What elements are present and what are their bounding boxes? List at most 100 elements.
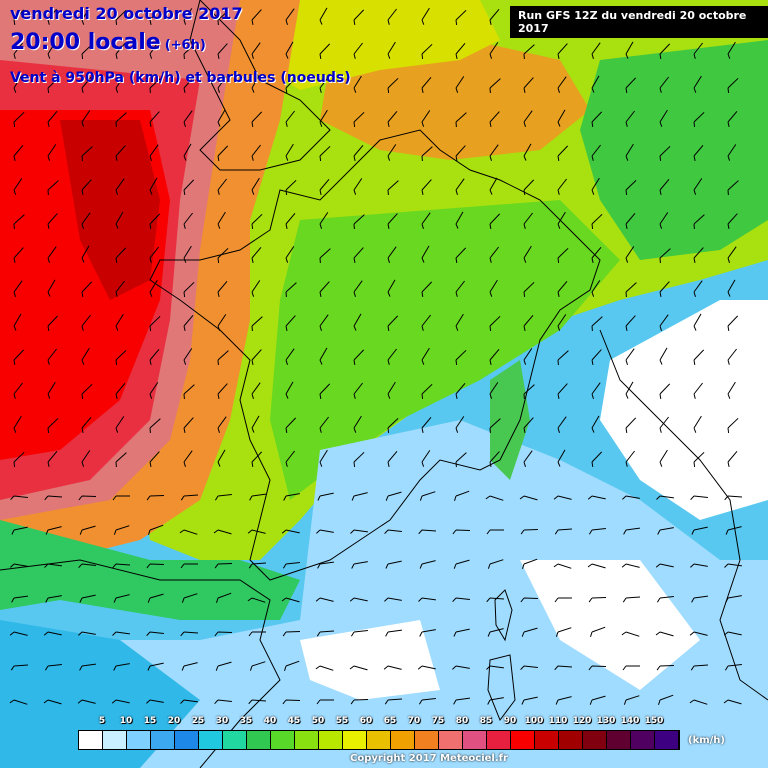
wind-barb [183, 348, 193, 365]
wind-barb [10, 664, 29, 671]
wind-barb [111, 699, 130, 704]
wind-barb [353, 415, 362, 433]
wind-barb [13, 42, 23, 59]
wind-barb [387, 381, 396, 399]
wind-barb [248, 699, 267, 705]
wind-barb [455, 178, 465, 195]
wind-barb [44, 563, 62, 568]
legend-color-cell [487, 731, 511, 749]
wind-barb [247, 597, 266, 603]
wind-barb [47, 8, 57, 25]
wind-barb [455, 145, 466, 161]
wind-barb [523, 110, 533, 127]
wind-barb [81, 314, 91, 331]
legend-color-cell [535, 731, 559, 749]
wind-barb [693, 178, 703, 195]
wind-barb [183, 8, 193, 25]
legend-tick: 15 [143, 716, 157, 726]
band-white-italy [600, 300, 768, 520]
wind-barb [112, 495, 130, 501]
wind-barb [727, 110, 738, 128]
wind-barb [659, 248, 671, 264]
model-run-label: Run GFS 12Z du vendredi 20 octobre 2017 [510, 6, 768, 38]
wind-barb [622, 495, 640, 500]
wind-barb [489, 213, 501, 229]
wind-barb [727, 180, 739, 196]
wind-barb [285, 41, 294, 59]
wind-barb [690, 495, 708, 501]
legend-unit: (km/h) [688, 735, 725, 746]
legend-tick: 140 [620, 716, 640, 726]
wind-barb [452, 665, 470, 670]
legend-tick: 35 [239, 716, 253, 726]
wind-barb [691, 526, 708, 535]
wind-barb [557, 43, 568, 59]
wind-barb [148, 524, 164, 535]
wind-barb [13, 313, 22, 331]
wind-barb [693, 111, 705, 128]
wind-barb [146, 563, 165, 569]
wind-barb [625, 179, 637, 196]
wind-barb [79, 663, 96, 671]
wind-barb [353, 178, 363, 195]
wind-barb [285, 77, 297, 93]
wind-barb [489, 144, 499, 161]
wind-barb [455, 247, 467, 263]
wind-barb [285, 348, 295, 365]
legend-tick: 85 [479, 716, 493, 726]
wind-barb [147, 593, 164, 603]
wind-barb [180, 563, 198, 569]
wind-barb [149, 144, 159, 161]
wind-barb [281, 597, 300, 603]
wind-barb [81, 43, 93, 60]
legend-tick: 90 [503, 716, 517, 726]
wind-barb [557, 383, 568, 399]
legend-tick: 80 [455, 716, 469, 726]
wind-barb [591, 451, 603, 467]
wind-barb [486, 665, 504, 670]
wind-barb [727, 348, 737, 365]
legend-tick: 70 [407, 716, 421, 726]
copyright: Copyright 2017 Meteociel.fr [350, 753, 508, 764]
wind-barb [387, 110, 398, 128]
wind-barb [183, 417, 194, 433]
wind-barb [523, 348, 533, 365]
wind-barb [519, 495, 538, 501]
wind-barb [251, 213, 263, 230]
wind-barb [387, 180, 399, 196]
wind-barb [115, 452, 127, 468]
wind-barb [43, 631, 62, 636]
wind-barb [149, 382, 159, 399]
wind-barb [44, 664, 62, 671]
wind-barb [557, 76, 567, 93]
wind-barb [353, 247, 364, 263]
wind-barb [217, 314, 227, 331]
wind-barb [690, 664, 709, 671]
wind-barb [316, 699, 334, 705]
legend-tick: 55 [335, 716, 349, 726]
legend-color-cell [439, 731, 463, 749]
wind-barb [78, 631, 96, 636]
wind-barb [319, 178, 330, 196]
wind-barb [724, 664, 742, 671]
wind-barb [523, 212, 533, 229]
wind-barb [557, 109, 566, 127]
wind-barb [285, 212, 296, 230]
wind-barb [349, 665, 368, 671]
wind-barb [47, 417, 59, 434]
wind-barb [81, 450, 91, 467]
legend-color-cell [343, 731, 367, 749]
wind-barb [319, 314, 329, 331]
wind-barb [149, 111, 160, 127]
france-coastline [149, 129, 601, 581]
wind-barb [453, 628, 470, 637]
wind-barb [557, 145, 569, 161]
wind-barb [183, 110, 193, 127]
wind-barb [693, 75, 702, 93]
wind-barb [659, 212, 669, 229]
wind-barb [247, 529, 266, 534]
wind-barb [285, 450, 295, 467]
wind-barb [557, 449, 566, 467]
wind-barb [453, 559, 470, 569]
wind-barb [656, 495, 674, 500]
